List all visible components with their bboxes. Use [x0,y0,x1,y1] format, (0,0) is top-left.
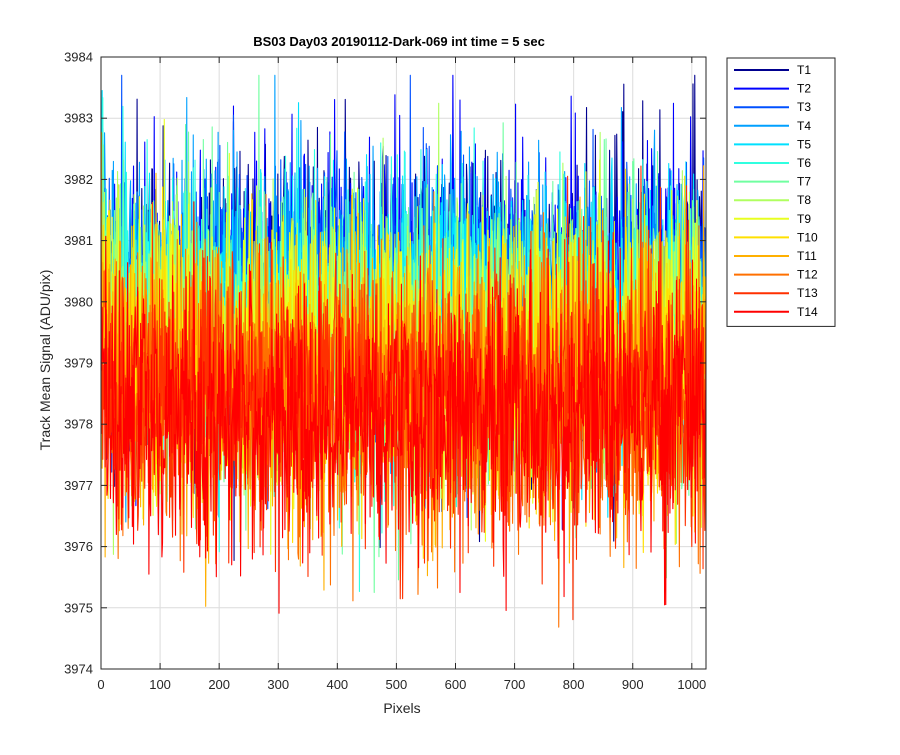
legend-label-t1: T1 [797,63,811,77]
x-tick-label: 400 [326,677,348,692]
y-tick-label: 3980 [64,294,93,309]
legend-label-t2: T2 [797,82,811,96]
y-tick-label: 3974 [64,662,93,677]
legend-label-t6: T6 [797,156,811,170]
y-tick-label: 3979 [64,356,93,371]
y-tick-label: 3981 [64,233,93,248]
y-tick-label: 3982 [64,172,93,187]
y-tick-label: 3978 [64,417,93,432]
x-tick-label: 800 [563,677,585,692]
y-axis-label: Track Mean Signal (ADU/pix) [37,270,53,451]
x-tick-label: 0 [97,677,104,692]
legend-label-t4: T4 [797,119,811,133]
legend-label-t8: T8 [797,193,811,207]
x-tick-label: 500 [386,677,408,692]
legend-label-t7: T7 [797,175,811,189]
legend-label-t10: T10 [797,230,818,244]
legend-box [726,57,836,327]
legend-label-t9: T9 [797,212,811,226]
y-tick-label: 3977 [64,478,93,493]
y-tick-label: 3976 [64,539,93,554]
x-tick-label: 100 [149,677,171,692]
legend-label-t11: T11 [797,249,817,263]
legend-label-t12: T12 [797,268,818,282]
x-tick-label: 700 [504,677,526,692]
x-tick-label: 200 [208,677,230,692]
y-tick-label: 3984 [64,50,93,65]
y-tick-label: 3975 [64,600,93,615]
legend-label-t13: T13 [797,286,818,300]
plot-area: 0 100 200 300 400 500 600 700 800 900 1000 3974 3975… [64,50,707,692]
legend-label-t14: T14 [797,305,818,319]
series-group [101,74,706,628]
x-tick-label: 900 [622,677,644,692]
x-axis-label: Pixels [383,700,420,716]
x-tick-label: 600 [445,677,467,692]
chart-title: BS03 Day03 20190112-Dark-069 int time = … [253,34,545,49]
legend-label-t5: T5 [797,137,811,151]
legend: T1 T2 T3 T4 T5 T6 T7 T8 T9 T10 T11 T12 T13 T14 [726,57,836,327]
series-line-t14 [101,201,706,614]
x-tick-label: 1000 [677,677,706,692]
y-tick-label: 3983 [64,111,93,126]
legend-label-t3: T3 [797,100,811,114]
x-tick-label: 300 [267,677,289,692]
